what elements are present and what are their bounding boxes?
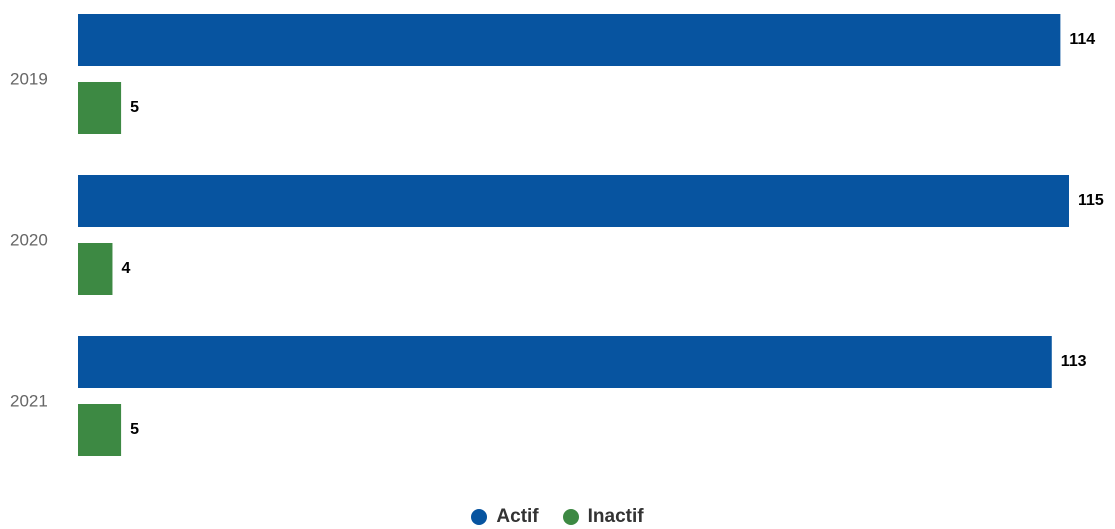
category-label-2019: 2019 [10,69,48,88]
legend-label-actif: Actif [496,506,539,527]
bar-inactif-2020[interactable] [78,243,113,295]
legend-item-inactif[interactable]: Inactif [562,505,644,529]
bar-inactif-2021[interactable] [78,404,122,456]
legend-marker-actif [471,509,488,525]
legend-marker-inactif [562,509,579,525]
bar-actif-2020[interactable] [78,175,1069,227]
data-label-actif-2021: 113 [1061,353,1087,370]
bar-actif-2019[interactable] [78,14,1061,66]
bar-chart: 2019 114 5 2020 115 4 2021 113 5 [10,14,1104,456]
data-label-inactif-2019: 5 [130,99,139,116]
legend: Actif Inactif [0,505,1115,529]
data-label-inactif-2020: 4 [121,260,130,277]
category-label-2020: 2020 [10,230,48,249]
bar-actif-2021[interactable] [78,336,1052,388]
legend-label-inactif: Inactif [587,506,644,527]
category-label-2021: 2021 [10,391,48,410]
data-label-actif-2020: 115 [1078,192,1104,209]
data-label-actif-2019: 114 [1069,31,1095,48]
legend-item-actif[interactable]: Actif [471,505,539,529]
bar-inactif-2019[interactable] [78,82,122,134]
data-label-inactif-2021: 5 [130,421,139,438]
